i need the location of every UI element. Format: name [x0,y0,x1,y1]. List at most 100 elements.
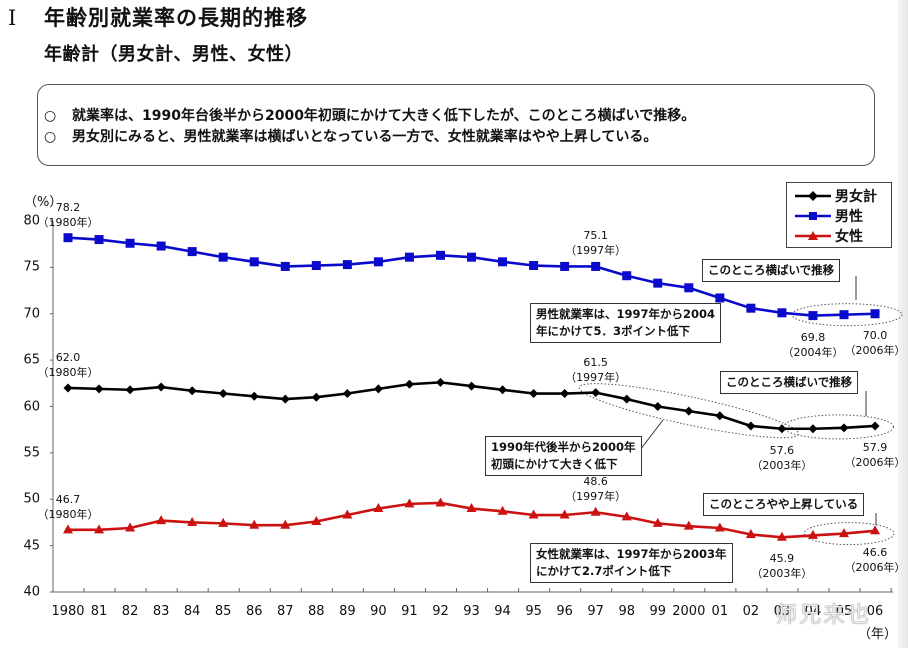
data-point [466,503,477,513]
x-tick-label: 92 [432,604,449,619]
data-point [311,516,322,526]
data-point [94,235,104,245]
data-point [218,389,228,399]
data-point [373,503,384,513]
section-number: I [8,6,18,30]
y-tick-label: 75 [23,259,40,275]
data-point [714,522,725,532]
point-label: 62.0 （1980年） [38,350,99,380]
x-tick-label: 99 [649,604,667,619]
data-point [280,519,291,529]
data-point [528,509,539,519]
note-line: 年にかけて5．3ポイント低下 [536,324,691,338]
point-value: 57.9 [862,440,888,454]
data-point [63,524,73,534]
point-value: 46.7 [55,492,81,506]
data-point [63,383,73,393]
data-point [653,402,663,411]
point-value: 57.6 [769,443,795,457]
data-point [218,517,229,527]
data-point [187,516,198,526]
page-subtitle: 年齢計（男女計、男性、女性） [44,44,303,65]
data-point [684,283,694,293]
x-tick-label: 85 [214,604,232,619]
y-tick-label: 50 [23,491,40,507]
x-tick-label: 04 [804,604,822,619]
triangle-marker-icon [795,231,831,240]
data-point [622,271,632,281]
data-point [653,278,663,288]
legend-item-total: 男女計 [793,186,877,206]
data-point [777,424,787,434]
data-point [94,384,104,394]
point-year: （1997年） [565,244,627,258]
data-point [249,519,260,529]
summary-text: 男女別にみると、男性就業率は横ばいとなっている一方で、女性就業率はやや上昇してい… [72,129,658,145]
point-value: 70.0 [862,328,888,342]
x-tick-label: 05 [835,604,853,619]
note-female-decline: 女性就業率は、1997年から2003年 にかけて2.7ポイント低下 [530,543,733,583]
y-tick-label: 70 [23,306,40,322]
leader-line [639,419,664,451]
data-point [498,385,508,395]
page-title-text: 年齢別就業率の長期的推移 [44,6,308,30]
x-tick-label: 96 [556,604,573,619]
point-value: 69.8 [800,330,826,344]
point-year: （1997年） [565,370,627,384]
circle-bullet-icon: ○ [44,129,57,145]
data-point [715,293,725,303]
data-point [218,252,228,262]
summary-line: ○ 就業率は、1990年台後半から2000年初頭にかけて大きく低下したが、このとこ… [44,105,695,125]
point-year: （1997年） [565,490,627,504]
x-tick-label: 94 [494,604,511,619]
data-point [280,394,290,404]
data-point [280,261,290,271]
data-point [156,382,166,392]
data-point [715,411,725,421]
data-point [807,529,818,539]
summary-box: ○ 就業率は、1990年台後半から2000年初頭にかけて大きく低下したが、このとこ… [37,84,875,166]
x-tick-label: 88 [308,604,325,619]
data-point [870,309,880,319]
data-point [342,509,353,519]
point-label: 46.6 （2006年） [845,545,906,575]
x-tick-label: 1980 [51,604,85,619]
data-point [125,238,135,248]
data-point [559,509,570,519]
data-point [467,252,477,262]
data-point [435,497,446,507]
point-year: （2006年） [844,455,906,469]
legend-item-male: 男性 [793,206,863,226]
x-tick-label: 93 [463,604,480,619]
point-year: （2003年） [751,567,813,581]
point-value: 61.5 [583,355,608,369]
highlight-ellipse-female [803,522,895,546]
x-tick-label: 95 [525,604,542,619]
point-value: 75.1 [583,229,608,243]
x-axis-unit: （年） [858,627,898,642]
note-line: 1990年代後半から2000年 [491,440,636,454]
data-point [404,498,415,508]
point-label: 78.2 （1980年） [38,200,99,230]
data-point [776,531,787,541]
data-point [622,394,632,404]
chart-legend: 男女計 男性 女性 [786,182,892,248]
note-line: にかけて2.7ポイント低下 [536,564,672,578]
data-point [311,392,321,402]
data-point [63,233,73,243]
x-tick-label: 02 [742,604,760,619]
data-point [684,406,694,416]
summary-line: ○ 男女別にみると、男性就業率は横ばいとなっている一方で、女性就業率はやや上昇して… [44,126,657,146]
y-tick-label: 80 [23,213,40,229]
data-point [187,247,197,257]
data-point [404,379,414,389]
data-point [156,241,166,251]
data-point [187,386,197,396]
note-line: 男性就業率は、1997年から2004 [536,307,716,321]
data-point [94,524,105,534]
y-tick-label: 55 [23,445,40,461]
x-tick-label: 87 [276,604,294,619]
legend-label: 女性 [835,229,863,245]
data-point [156,515,167,525]
point-value: 45.9 [769,552,795,566]
